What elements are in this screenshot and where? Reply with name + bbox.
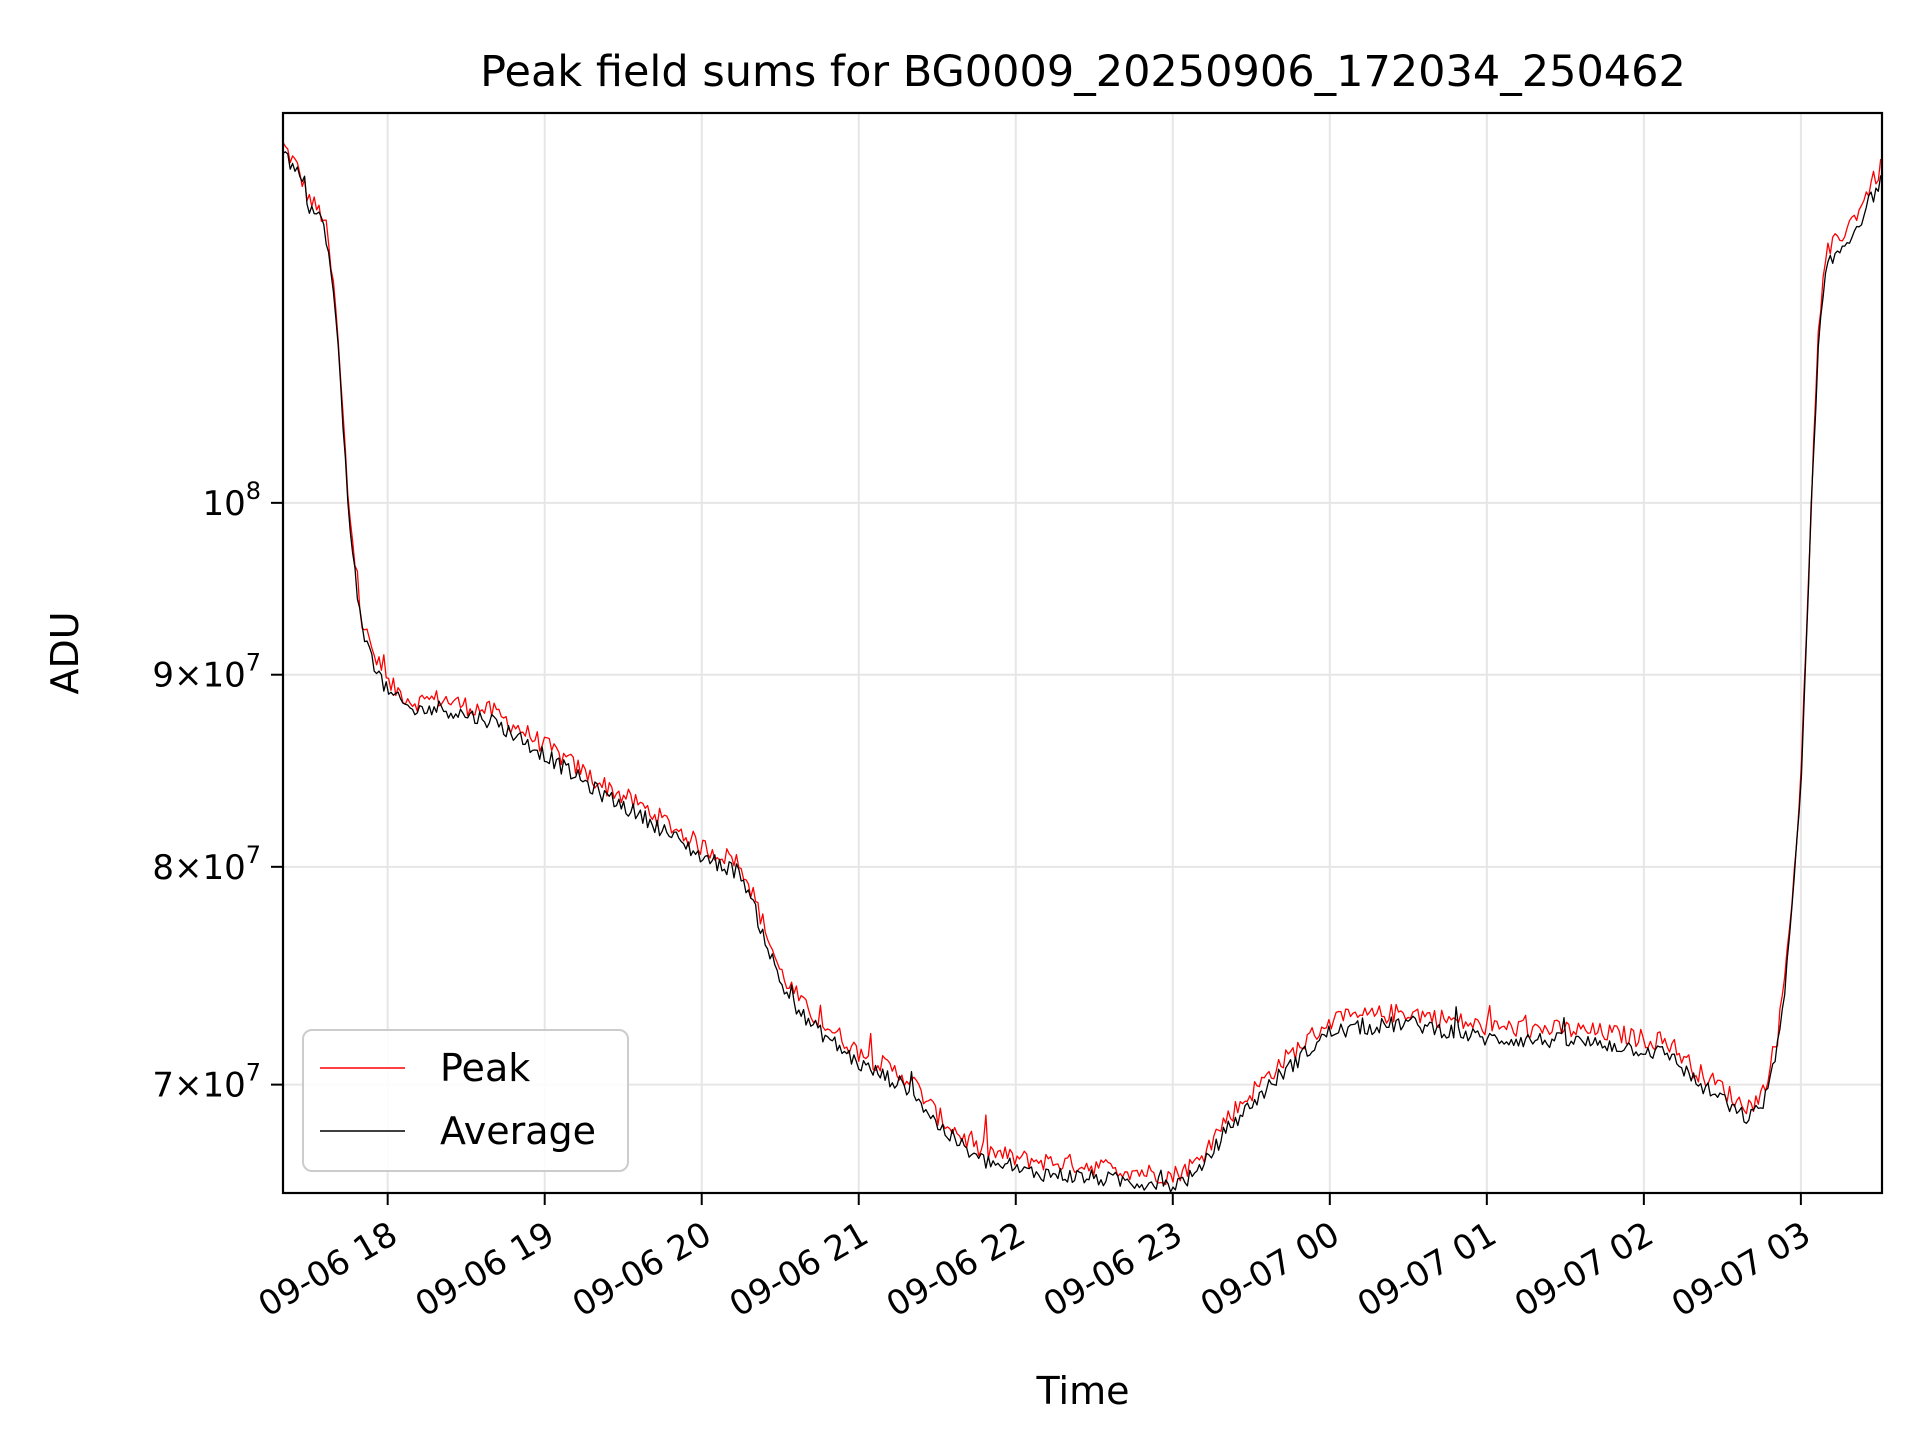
y-tick-label: 9×107: [152, 649, 261, 696]
series-line-average: [283, 151, 1882, 1193]
plot-frame: [281, 111, 1884, 1195]
legend-box: [302, 1029, 629, 1172]
y-tick-label: 7×107: [152, 1059, 261, 1106]
legend-peak-label: Peak: [440, 1046, 530, 1090]
series-line-peak: [283, 142, 1882, 1186]
y-tick-label: 108: [202, 477, 261, 524]
y-axis-label: ADU: [43, 611, 87, 694]
legend: Peak Average: [302, 1029, 629, 1172]
x-axis-label: Time: [1036, 1369, 1130, 1413]
legend-average-label: Average: [440, 1109, 596, 1153]
y-tick-label: 8×107: [152, 841, 261, 888]
grid-lines: [283, 113, 1882, 1193]
plot-series: [283, 142, 1882, 1193]
chart-title: Peak field sums for BG0009_20250906_1720…: [480, 47, 1686, 97]
y-axis: 7×107 8×107 9×107 108: [152, 477, 283, 1106]
